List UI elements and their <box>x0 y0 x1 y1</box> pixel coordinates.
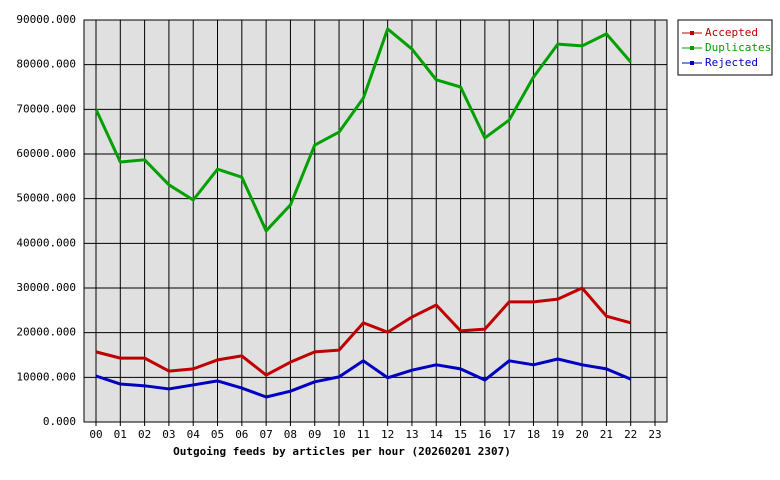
legend-marker <box>690 46 694 50</box>
legend-marker <box>690 61 694 65</box>
y-tick-label: 80000.000 <box>16 58 76 71</box>
x-tick-label: 05 <box>211 428 224 441</box>
x-tick-label: 07 <box>260 428 273 441</box>
x-tick-label: 14 <box>430 428 444 441</box>
x-tick-label: 01 <box>114 428 127 441</box>
x-tick-label: 00 <box>89 428 102 441</box>
x-tick-label: 02 <box>138 428 151 441</box>
x-tick-label: 20 <box>575 428 588 441</box>
data-line <box>95 357 632 399</box>
x-tick-label: 04 <box>187 428 201 441</box>
x-tick-label: 18 <box>527 428 540 441</box>
x-tick-label: 11 <box>357 428 370 441</box>
x-tick-label: 21 <box>600 428 613 441</box>
data-line <box>94 27 632 233</box>
legend-marker <box>690 31 694 35</box>
x-tick-label: 22 <box>624 428 637 441</box>
x-tick-label: 15 <box>454 428 467 441</box>
y-tick-label: 30000.000 <box>16 281 76 294</box>
plot-area <box>83 19 668 423</box>
y-tick-label: 70000.000 <box>16 102 76 115</box>
data-line <box>95 286 632 377</box>
x-tick-label: 13 <box>405 428 418 441</box>
x-tick-label: 12 <box>381 428 394 441</box>
x-tick-label: 10 <box>332 428 345 441</box>
x-tick-label: 06 <box>235 428 248 441</box>
x-tick-label: 03 <box>162 428 175 441</box>
x-axis-label: Outgoing feeds by articles per hour (202… <box>173 445 511 458</box>
y-tick-label: 60000.000 <box>16 147 76 160</box>
y-tick-label: 10000.000 <box>16 370 76 383</box>
y-tick-label: 50000.000 <box>16 192 76 205</box>
x-tick-label: 08 <box>284 428 297 441</box>
y-tick-label: 20000.000 <box>16 326 76 339</box>
x-tick-label: 16 <box>478 428 491 441</box>
legend-label: Accepted <box>705 26 758 39</box>
x-tick-label: 23 <box>648 428 661 441</box>
legend-label: Rejected <box>705 56 758 69</box>
y-tick-label: 0.000 <box>43 415 76 428</box>
x-tick-label: 17 <box>503 428 516 441</box>
y-tick-label: 90000.000 <box>16 13 76 26</box>
x-tick-label: 09 <box>308 428 321 441</box>
y-tick-label: 40000.000 <box>16 236 76 249</box>
x-tick-label: 19 <box>551 428 564 441</box>
legend-label: Duplicates <box>705 41 771 54</box>
